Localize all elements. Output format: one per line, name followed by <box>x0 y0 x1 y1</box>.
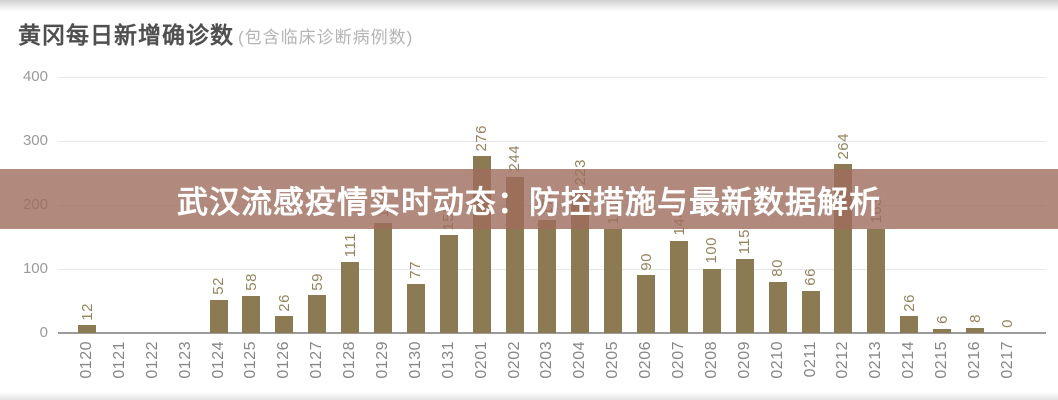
gridline-300 <box>58 141 1046 142</box>
overlay-banner: 武汉流感疫情实时动态：防控措施与最新数据解析 <box>0 169 1058 229</box>
x-tick-label-0216: 0216 <box>966 341 984 379</box>
x-tick-label-0213: 0213 <box>867 341 885 379</box>
chart-title: 黄冈每日新增确诊数 <box>18 22 234 48</box>
y-tick-label-300: 300 <box>22 132 48 149</box>
x-tick-label-0214: 0214 <box>900 341 918 379</box>
bar-0209 <box>735 259 754 333</box>
x-tick-label-0130: 0130 <box>406 341 424 379</box>
bar-value-label-0214: 26 <box>900 293 918 312</box>
bar-value-label-0211: 66 <box>802 268 820 286</box>
y-tick-label-100: 100 <box>22 260 48 277</box>
bar-value-label-0212: 264 <box>834 132 852 160</box>
bar-value-label-0215: 6 <box>933 315 951 325</box>
x-tick-label-0207: 0207 <box>670 341 688 379</box>
bar-0130 <box>406 283 425 333</box>
bar-0215 <box>933 329 952 333</box>
chart-title-row: 黄冈每日新增确诊数 (包含临床诊断病例数) <box>18 16 413 50</box>
bar-0208 <box>702 269 721 333</box>
y-tick-label-0: 0 <box>39 324 48 341</box>
bar-value-label-0210: 80 <box>769 259 787 277</box>
x-tick-label-0127: 0127 <box>308 341 326 379</box>
bar-0203 <box>538 220 557 333</box>
bar-0205 <box>604 229 623 333</box>
x-tick-label-0202: 0202 <box>505 341 523 379</box>
bar-0120 <box>78 325 96 333</box>
x-tick-label-0120: 0120 <box>78 341 95 379</box>
bar-value-label-0206: 90 <box>637 252 655 271</box>
y-tick-label-400: 400 <box>22 68 48 85</box>
x-tick-label-0123: 0123 <box>176 341 194 379</box>
bar-0128 <box>341 261 360 333</box>
chart-subtitle: (包含临床诊断病例数) <box>238 28 414 47</box>
bar-0126 <box>275 316 294 333</box>
bar-0214 <box>900 316 919 333</box>
bar-value-label-0127: 59 <box>308 272 326 291</box>
x-tick-label-0121: 0121 <box>110 341 128 379</box>
x-tick-label-0217: 0217 <box>998 341 1016 379</box>
gridline-400 <box>58 77 1046 78</box>
x-tick-label-0203: 0203 <box>538 341 556 379</box>
top-edge-shading <box>0 0 1058 12</box>
bar-0216 <box>966 327 985 333</box>
x-tick-label-0204: 0204 <box>571 341 589 379</box>
x-tick-label-0128: 0128 <box>341 341 359 379</box>
bar-value-label-0124: 52 <box>210 277 228 295</box>
x-tick-label-0215: 0215 <box>933 341 951 379</box>
bar-0127 <box>308 295 327 333</box>
bar-0129 <box>374 222 392 333</box>
bar-value-label-0216: 8 <box>966 314 984 323</box>
bar-0211 <box>801 290 820 333</box>
bar-value-label-0201: 276 <box>473 124 491 152</box>
bar-0125 <box>242 295 261 333</box>
bar-value-label-0208: 100 <box>703 237 721 264</box>
x-tick-label-0209: 0209 <box>735 341 753 379</box>
x-tick-label-0131: 0131 <box>439 341 457 379</box>
bar-0207 <box>670 240 689 333</box>
x-axis-baseline <box>58 332 1046 334</box>
bar-value-label-0217: 0 <box>999 319 1017 328</box>
bar-value-label-0126: 26 <box>275 293 293 312</box>
x-tick-label-0124: 0124 <box>209 341 227 379</box>
bar-0131 <box>439 235 458 333</box>
x-tick-label-0205: 0205 <box>604 341 622 379</box>
bottom-edge-shading <box>0 392 1058 400</box>
bar-value-label-0128: 111 <box>341 232 359 257</box>
x-tick-label-0206: 0206 <box>637 341 655 379</box>
x-tick-label-0126: 0126 <box>275 341 293 379</box>
bar-0210 <box>768 281 787 333</box>
x-tick-label-0210: 0210 <box>768 341 786 379</box>
x-tick-label-0122: 0122 <box>143 341 161 379</box>
overlay-banner-text: 武汉流感疫情实时动态：防控措施与最新数据解析 <box>177 184 881 220</box>
bar-value-label-0209: 115 <box>736 228 754 255</box>
x-tick-label-0208: 0208 <box>702 341 720 379</box>
bar-value-label-0125: 58 <box>242 273 260 291</box>
x-tick-label-0129: 0129 <box>374 341 391 379</box>
bar-0213 <box>867 228 886 333</box>
bar-0206 <box>637 275 656 333</box>
x-tick-label-0125: 0125 <box>242 341 260 379</box>
x-tick-label-0211: 0211 <box>801 341 819 378</box>
bar-value-label-0202: 244 <box>506 145 524 172</box>
bar-value-label-0130: 77 <box>407 261 425 279</box>
bar-0124 <box>209 299 228 333</box>
x-tick-label-0201: 0201 <box>472 341 490 379</box>
bar-value-label-0120: 12 <box>78 302 96 321</box>
x-tick-label-0212: 0212 <box>834 341 852 379</box>
